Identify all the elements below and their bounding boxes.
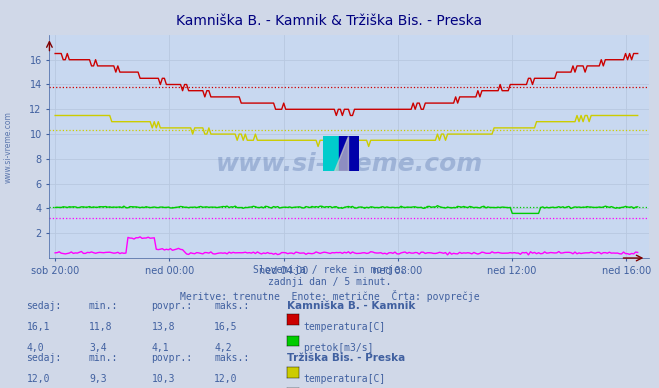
Text: 16,5: 16,5 <box>214 322 238 332</box>
Text: Slovenija / reke in morje.: Slovenija / reke in morje. <box>253 265 406 275</box>
Text: Kamniška B. - Kamnik: Kamniška B. - Kamnik <box>287 301 415 311</box>
Text: min.:: min.: <box>89 301 119 311</box>
Text: sedaj:: sedaj: <box>26 353 61 363</box>
Text: Kamniška B. - Kamnik & Tržiška Bis. - Preska: Kamniška B. - Kamnik & Tržiška Bis. - Pr… <box>177 14 482 28</box>
Text: 4,0: 4,0 <box>26 343 44 353</box>
Text: temperatura[C]: temperatura[C] <box>303 322 386 332</box>
Text: 10,3: 10,3 <box>152 374 175 385</box>
Text: 3,4: 3,4 <box>89 343 107 353</box>
Text: Tržiška Bis. - Preska: Tržiška Bis. - Preska <box>287 353 405 363</box>
Text: 12,0: 12,0 <box>26 374 50 385</box>
Text: maks.:: maks.: <box>214 301 249 311</box>
Text: 16,1: 16,1 <box>26 322 50 332</box>
Text: povpr.:: povpr.: <box>152 353 192 363</box>
Text: povpr.:: povpr.: <box>152 301 192 311</box>
Text: 11,8: 11,8 <box>89 322 113 332</box>
Polygon shape <box>323 136 343 171</box>
Text: 9,3: 9,3 <box>89 374 107 385</box>
Text: 4,1: 4,1 <box>152 343 169 353</box>
Text: min.:: min.: <box>89 353 119 363</box>
Text: www.si-vreme.com: www.si-vreme.com <box>3 111 13 184</box>
Text: pretok[m3/s]: pretok[m3/s] <box>303 343 374 353</box>
Text: 13,8: 13,8 <box>152 322 175 332</box>
Text: Meritve: trenutne  Enote: metrične  Črta: povprečje: Meritve: trenutne Enote: metrične Črta: … <box>180 290 479 302</box>
Text: temperatura[C]: temperatura[C] <box>303 374 386 385</box>
Polygon shape <box>334 136 348 171</box>
Text: maks.:: maks.: <box>214 353 249 363</box>
Text: 12,0: 12,0 <box>214 374 238 385</box>
Text: zadnji dan / 5 minut.: zadnji dan / 5 minut. <box>268 277 391 288</box>
Text: www.si-vreme.com: www.si-vreme.com <box>215 152 483 176</box>
Text: sedaj:: sedaj: <box>26 301 61 311</box>
Polygon shape <box>339 136 359 171</box>
Text: 4,2: 4,2 <box>214 343 232 353</box>
